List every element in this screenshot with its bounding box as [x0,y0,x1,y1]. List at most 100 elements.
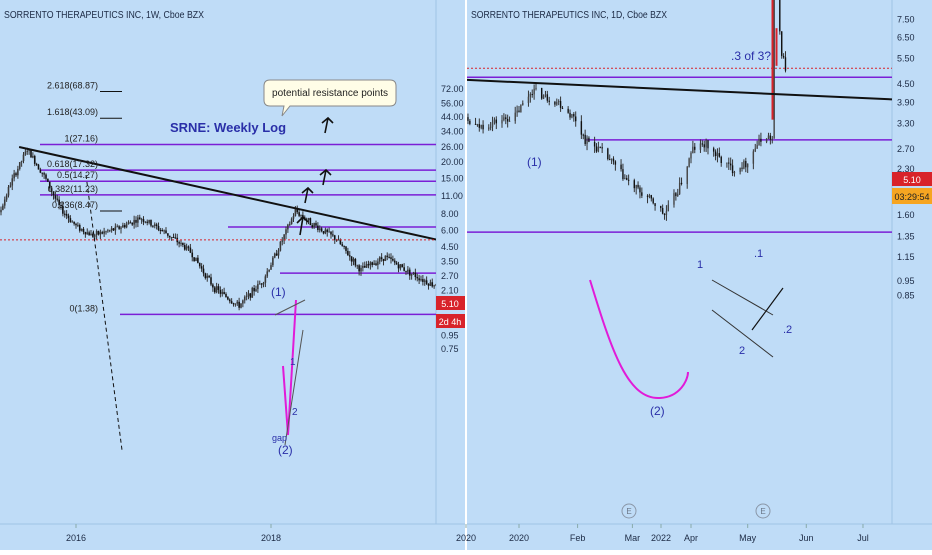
candle-body [86,232,89,235]
weekly-downtrend-line[interactable] [18,146,507,255]
resistance-callout[interactable]: potential resistance points [263,79,397,117]
candle-body [627,179,630,181]
candle-body [690,152,692,159]
time-tick-label: Mar [625,533,641,543]
right-time-axis[interactable]: 2020 Feb Mar Apr May Jun Jul [509,524,869,543]
left-time-axis[interactable]: 2016 2018 2020 2022 [66,524,671,543]
candle-body [123,225,126,228]
candle-body [22,154,25,162]
candle-body [275,253,278,256]
candle-body [107,230,109,232]
candle-body [20,161,23,163]
candle-body [341,244,344,246]
candle-body [300,214,302,216]
candle-body [586,137,588,144]
time-tick-label: 2020 [509,533,529,543]
spike-candle [771,0,774,120]
daily-downtrend-line[interactable] [440,78,920,101]
candle-body [362,265,364,268]
time-tick-label: Feb [570,533,586,543]
candle-body [330,231,332,235]
candle-body [746,163,749,168]
candle-body [262,282,265,285]
candle-body [540,87,543,99]
candle-body [678,182,681,194]
candle-body [703,144,705,148]
candle-body [646,195,649,197]
candle-body [311,225,314,228]
event-marker[interactable]: E [755,503,771,519]
candle-body [206,275,209,279]
candle-body [677,193,679,197]
right-chart-panel[interactable] [467,0,932,550]
candle-body [204,273,207,279]
candle-body [752,151,755,164]
candle-body [392,258,394,261]
candle-body [648,195,651,197]
candle-body [567,108,569,113]
candle-body [712,148,715,152]
price-tick-label: 0.75 [441,344,459,354]
candle-body [582,134,584,136]
candle-body [142,219,145,222]
candle-body [673,193,675,205]
candle-body [63,213,66,215]
candle-body [3,199,6,206]
candle-body [71,221,74,223]
fib-levels [40,90,436,316]
candle-body [345,246,347,251]
candle-body [595,146,598,152]
candle-body [0,209,2,213]
candle-body [369,262,372,266]
candle-body [760,138,762,142]
candle-body [531,94,533,96]
candle-body [260,283,263,285]
candle-body [135,219,137,223]
candle-body [73,221,75,224]
time-tick-label: Jun [799,533,814,543]
candle-body [641,192,643,196]
candle-body [675,193,677,197]
candle-body [339,239,342,245]
candle-body [30,149,32,158]
candle-body [191,252,194,258]
candle-body [580,121,583,135]
fib-level-label: 0(1.38) [69,303,98,313]
wave-label-minor-2: 2 [292,407,298,418]
candle-body [174,237,177,239]
candle-body [213,287,216,293]
candle-body [243,296,246,301]
cup-curve[interactable] [589,279,689,400]
left-price-badge: 5.10 [436,296,465,310]
candle-body [384,255,387,261]
svg-text:E: E [626,507,631,516]
weekly-dashed-retrace-line [85,174,123,451]
candle-body [375,263,377,266]
candle-body [202,268,205,274]
candle-body [333,235,336,240]
candle-body [716,153,719,157]
rising-wave-line [751,287,784,331]
price-tick-label: 0.85 [897,290,915,300]
candle-body [654,203,656,206]
wave-label-sub-1: .1 [754,248,763,260]
candle-body [285,229,287,235]
spike-candle [775,28,778,66]
candle-body [661,208,664,214]
candle-body [382,258,385,261]
candle-body [718,153,721,157]
candle-body [210,277,212,285]
wave-path [282,299,297,436]
event-marker[interactable]: E [621,503,637,519]
candle-body [425,280,428,284]
candle-body [60,204,62,206]
wave-label-primary-2: (2) [278,443,293,457]
candle-body [348,255,351,257]
candle-body [24,151,27,155]
candle-body [350,256,353,262]
candle-body [32,155,34,158]
candle-body [771,138,773,140]
candle-body [120,227,122,229]
candle-body [652,198,654,204]
candle-body [593,141,596,147]
